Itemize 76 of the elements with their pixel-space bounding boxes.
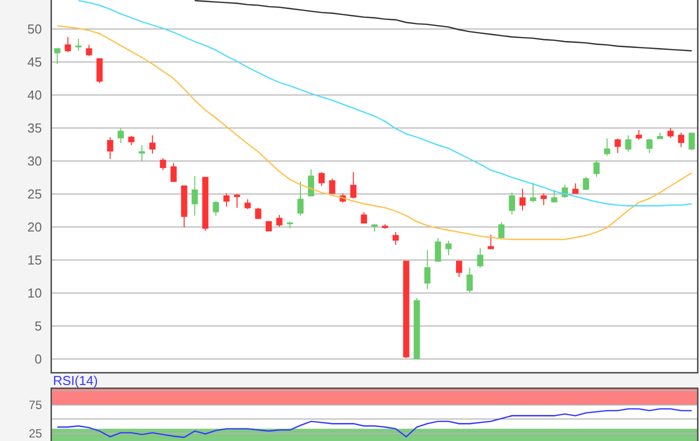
candlestick [519, 188, 526, 211]
y-tick-label: 30 [27, 153, 42, 168]
candlestick [445, 240, 452, 256]
candlestick [181, 186, 188, 228]
candlestick [434, 238, 442, 262]
candlestick [382, 224, 388, 230]
candlestick [572, 182, 578, 194]
candlestick [424, 249, 430, 290]
candlestick [255, 207, 262, 220]
line-series [56, 25, 692, 240]
candlestick [360, 212, 368, 224]
y-tick-label: 20 [27, 219, 42, 234]
y-tick-label: 15 [27, 252, 42, 268]
candlestick [646, 138, 653, 154]
candlestick [86, 44, 92, 57]
candlestick [64, 36, 71, 53]
candlestick [414, 298, 420, 360]
line-series [194, 0, 692, 52]
candlestick [286, 221, 293, 229]
candlestick [498, 222, 504, 240]
y-tick-label: 50 [27, 22, 42, 37]
y-tick-label: 5 [34, 318, 42, 334]
candlestick [149, 134, 156, 154]
candlestick [350, 172, 356, 200]
candlestick [625, 134, 632, 152]
line-series [78, 0, 692, 206]
candlestick [318, 172, 325, 186]
candlestick [308, 169, 314, 196]
candlestick [477, 248, 484, 268]
candlestick [266, 221, 272, 232]
candlestick [656, 132, 664, 140]
candlestick [667, 127, 674, 138]
candlestick [604, 138, 610, 156]
candlestick [75, 38, 82, 52]
candlestick [170, 162, 177, 183]
candlestick [276, 214, 282, 228]
candlestick [466, 267, 473, 293]
candlestick [540, 192, 547, 206]
candlestick [614, 138, 621, 154]
y-tick-label: 10 [27, 285, 42, 300]
candlestick [96, 58, 103, 84]
candlestick [678, 132, 684, 148]
y-tick-label: 25 [27, 186, 42, 202]
candlestick [107, 136, 114, 160]
candlestick [392, 232, 399, 246]
candlestick [128, 135, 134, 146]
candlestick [508, 192, 516, 215]
candlestick [688, 132, 695, 151]
candlestick [54, 48, 60, 64]
candlestick [636, 129, 642, 140]
candlestick [244, 198, 251, 210]
candlestick [593, 160, 600, 178]
candlestick [488, 234, 494, 250]
y-tick-label: 25 [28, 426, 42, 441]
candlestick [582, 176, 590, 190]
y-tick-label: 40 [27, 88, 42, 103]
line-series [56, 408, 692, 438]
candlestick [138, 144, 145, 162]
y-tick-label: 45 [27, 54, 42, 70]
candlestick [202, 176, 208, 232]
candlestick [551, 189, 558, 203]
candlestick [456, 260, 462, 278]
candlestick [530, 182, 536, 203]
text: RSI(14) [53, 373, 98, 388]
candlestick [403, 260, 410, 359]
candlestick [329, 178, 336, 194]
y-tick-label: 35 [27, 120, 42, 136]
candlestick [160, 158, 166, 171]
y-tick-label: 75 [28, 398, 42, 412]
candlestick [223, 192, 230, 207]
y-tick-label: 0 [34, 351, 42, 366]
candlestick [212, 200, 219, 216]
candlestick [192, 176, 198, 216]
candlestick [234, 193, 240, 208]
candlestick [118, 127, 124, 144]
candlestick [297, 180, 304, 216]
